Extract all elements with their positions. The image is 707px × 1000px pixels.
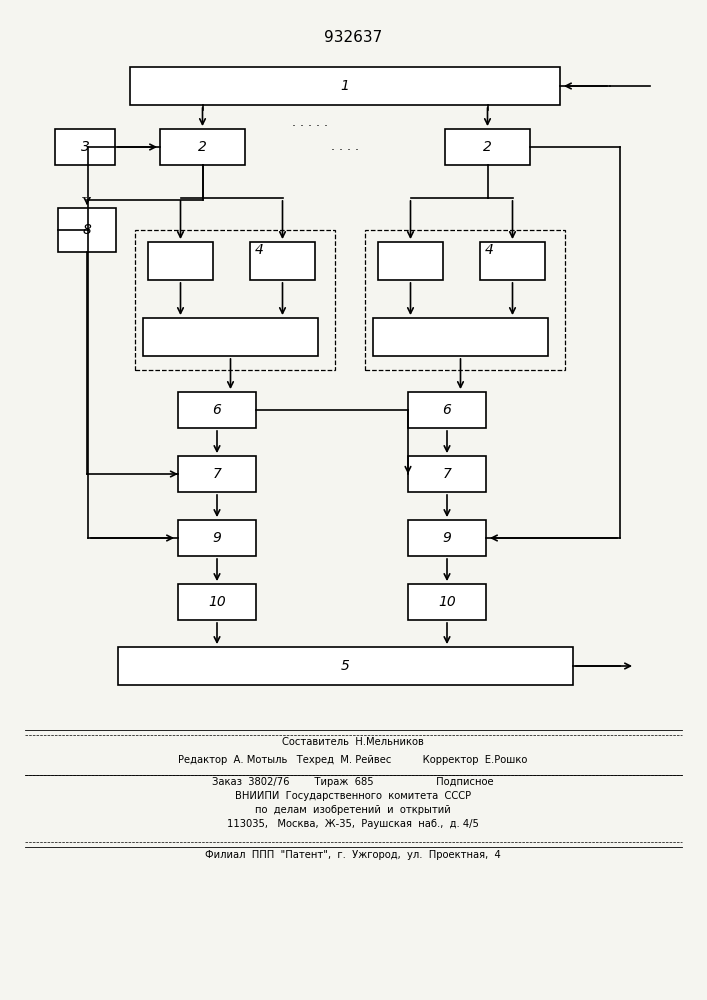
- Bar: [160, 129, 245, 165]
- Text: по  делам  изобретений  и  открытий: по делам изобретений и открытий: [255, 805, 451, 815]
- Text: . . . . .: . . . . .: [292, 116, 328, 129]
- Text: 10: 10: [438, 595, 456, 609]
- Bar: [378, 242, 443, 280]
- Text: 4: 4: [484, 243, 493, 257]
- Text: . . . .: . . . .: [331, 140, 359, 153]
- Text: 5: 5: [341, 659, 350, 673]
- Text: 113035,   Москва,  Ж-35,  Раушская  наб.,  д. 4/5: 113035, Москва, Ж-35, Раушская наб., д. …: [227, 819, 479, 829]
- Bar: [143, 318, 318, 356]
- Text: 7: 7: [443, 467, 452, 481]
- Bar: [130, 67, 560, 105]
- Text: 1: 1: [341, 79, 349, 93]
- Text: 932637: 932637: [324, 30, 382, 45]
- Text: 9: 9: [443, 531, 452, 545]
- Text: 2: 2: [483, 140, 492, 154]
- Bar: [408, 392, 486, 428]
- Text: Составитель  Н.Мельников: Составитель Н.Мельников: [282, 737, 424, 747]
- Text: ...: ...: [81, 188, 93, 200]
- Bar: [365, 230, 565, 370]
- Bar: [480, 242, 545, 280]
- Text: Филиал  ППП  "Патент",  г.  Ужгород,  ул.  Проектная,  4: Филиал ППП "Патент", г. Ужгород, ул. Про…: [205, 850, 501, 860]
- Bar: [408, 456, 486, 492]
- Bar: [118, 647, 573, 685]
- Text: Редактор  А. Мотыль   Техред  М. Рейвес          Корректор  Е.Рошко: Редактор А. Мотыль Техред М. Рейвес Корр…: [178, 755, 527, 765]
- Bar: [408, 520, 486, 556]
- Text: 4: 4: [255, 243, 264, 257]
- Bar: [135, 230, 335, 370]
- Text: 7: 7: [213, 467, 221, 481]
- Bar: [178, 392, 256, 428]
- Bar: [55, 129, 115, 165]
- Bar: [178, 520, 256, 556]
- Text: 9: 9: [213, 531, 221, 545]
- Bar: [148, 242, 213, 280]
- Bar: [58, 208, 116, 252]
- Bar: [178, 584, 256, 620]
- Bar: [408, 584, 486, 620]
- Text: 10: 10: [208, 595, 226, 609]
- Text: ВНИИПИ  Государственного  комитета  СССР: ВНИИПИ Государственного комитета СССР: [235, 791, 471, 801]
- Text: 8: 8: [83, 223, 91, 237]
- Text: 6: 6: [213, 403, 221, 417]
- Text: 6: 6: [443, 403, 452, 417]
- Text: Заказ  3802/76        Тираж  685                    Подписное: Заказ 3802/76 Тираж 685 Подписное: [212, 777, 493, 787]
- Bar: [445, 129, 530, 165]
- Bar: [250, 242, 315, 280]
- Text: 2: 2: [198, 140, 207, 154]
- Bar: [373, 318, 548, 356]
- Bar: [178, 456, 256, 492]
- Text: 3: 3: [81, 140, 90, 154]
